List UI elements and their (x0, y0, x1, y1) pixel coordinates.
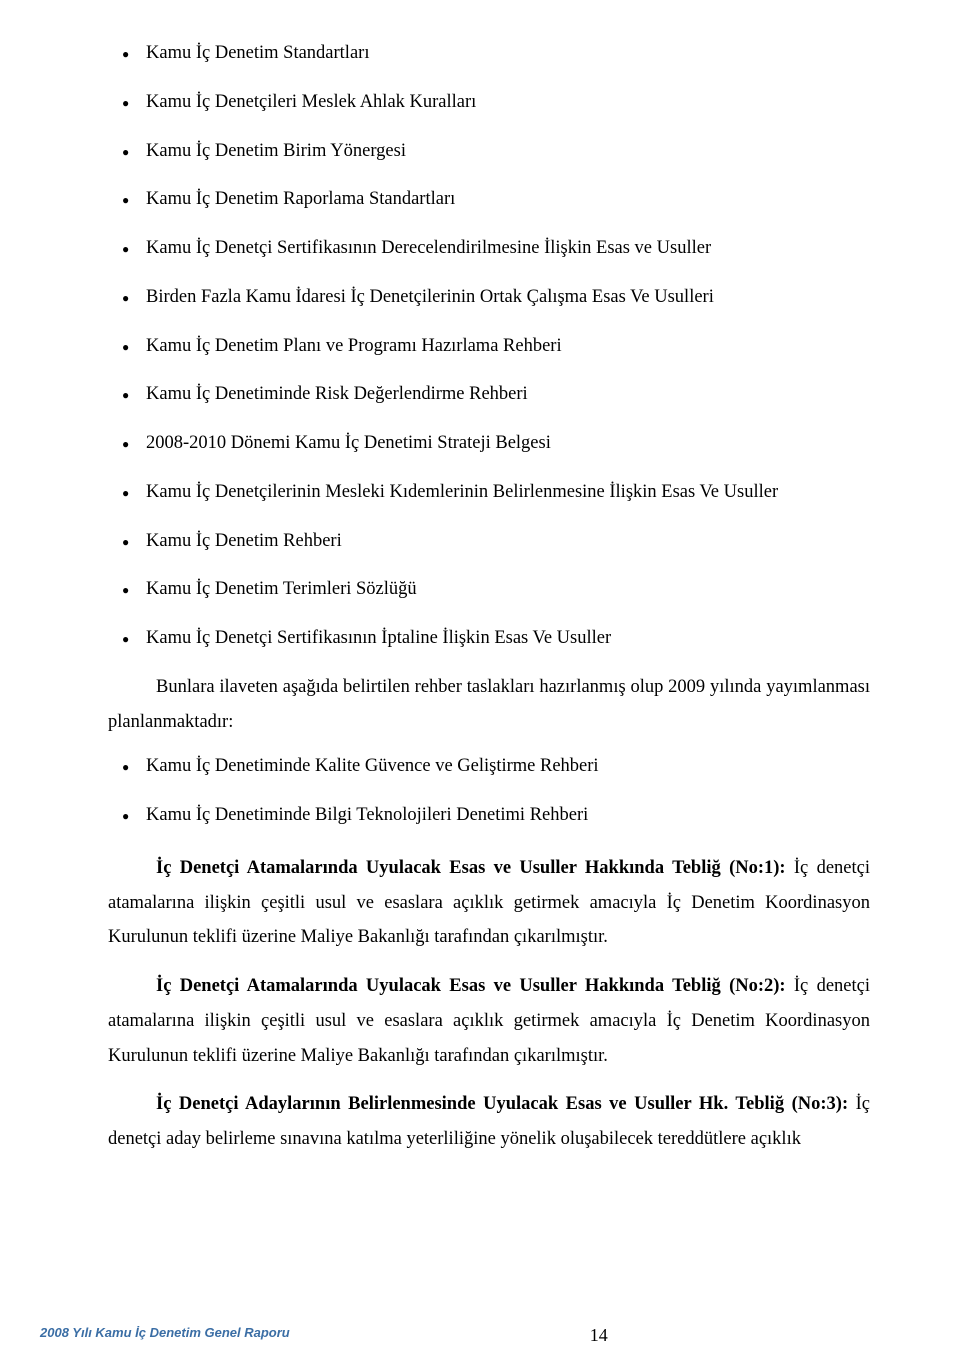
list-item: Kamu İç Denetçi Sertifikasının Derecelen… (108, 235, 870, 263)
list-item: Kamu İç Denetim Rehberi (108, 528, 870, 556)
page-footer: 2008 Yılı Kamu İç Denetim Genel Raporu 1… (0, 1325, 960, 1346)
list-item: Kamu İç Denetim Standartları (108, 40, 870, 68)
list-item: Kamu İç Denetim Terimleri Sözlüğü (108, 576, 870, 604)
bullet-list-1: Kamu İç Denetim Standartları Kamu İç Den… (108, 40, 870, 653)
list-item: 2008-2010 Dönemi Kamu İç Denetimi Strate… (108, 430, 870, 458)
footer-page-number: 14 (590, 1325, 608, 1345)
paragraph-teblig-3: İç Denetçi Adaylarının Belirlenmesinde U… (108, 1087, 870, 1157)
paragraph-teblig-2: İç Denetçi Atamalarında Uyulacak Esas ve… (108, 969, 870, 1073)
list-item: Kamu İç Denetiminde Kalite Güvence ve Ge… (108, 753, 870, 781)
list-item: Kamu İç Denetim Planı ve Programı Hazırl… (108, 333, 870, 361)
paragraph-teblig-1: İç Denetçi Atamalarında Uyulacak Esas ve… (108, 851, 870, 955)
list-item: Kamu İç Denetiminde Risk Değerlendirme R… (108, 381, 870, 409)
bold-heading: İç Denetçi Atamalarında Uyulacak Esas ve… (156, 858, 794, 878)
bold-heading: İç Denetçi Adaylarının Belirlenmesinde U… (156, 1094, 856, 1114)
list-item: Kamu İç Denetçilerinin Mesleki Kıdemleri… (108, 479, 870, 507)
bold-heading: İç Denetçi Atamalarında Uyulacak Esas ve… (156, 976, 794, 996)
footer-report-title: 2008 Yılı Kamu İç Denetim Genel Raporu (40, 1325, 290, 1340)
list-item: Kamu İç Denetçi Sertifikasının İptaline … (108, 625, 870, 653)
list-item: Kamu İç Denetçileri Meslek Ahlak Kuralla… (108, 89, 870, 117)
list-item: Kamu İç Denetim Birim Yönergesi (108, 138, 870, 166)
list-item: Birden Fazla Kamu İdaresi İç Denetçileri… (108, 284, 870, 312)
list-item: Kamu İç Denetim Raporlama Standartları (108, 186, 870, 214)
bullet-list-2: Kamu İç Denetiminde Kalite Güvence ve Ge… (108, 753, 870, 830)
paragraph-intro: Bunlara ilaveten aşağıda belirtilen rehb… (108, 670, 870, 740)
list-item: Kamu İç Denetiminde Bilgi Teknolojileri … (108, 802, 870, 830)
